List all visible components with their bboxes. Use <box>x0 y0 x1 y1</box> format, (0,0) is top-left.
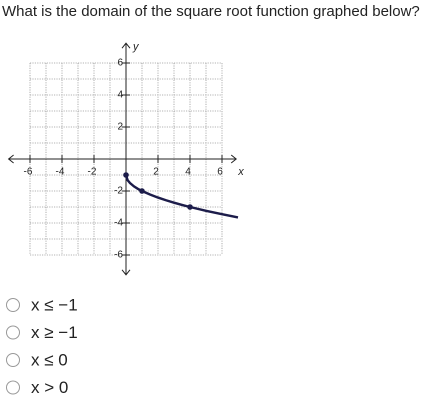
arrow <box>7 154 14 164</box>
option-label[interactable]: x > 0 <box>31 378 68 396</box>
x-tick-label: 6 <box>217 167 223 178</box>
x-axis-label: x <box>237 166 244 178</box>
point <box>139 188 145 194</box>
arrow <box>230 154 238 164</box>
y-tick-label: -4 <box>114 218 123 229</box>
y-tick-label: 2 <box>117 122 123 133</box>
arrow <box>121 42 131 49</box>
x-tick-label: 4 <box>185 167 191 178</box>
radio-button[interactable] <box>6 380 20 395</box>
y-tick-label: 6 <box>117 58 123 69</box>
question: What is the domain of the square root fu… <box>2 3 420 20</box>
option-label[interactable]: x ≥ −1 <box>31 323 78 342</box>
graph: x y -6 -4 -2 2 4 6 6 4 2 -2 -4 -6 <box>7 41 244 276</box>
y-tick-label: 4 <box>117 90 123 101</box>
radio-button[interactable] <box>6 325 20 340</box>
option-label[interactable]: x ≤ −1 <box>31 295 78 314</box>
y-tick-label: -6 <box>114 250 123 261</box>
x-tick-label: -4 <box>56 167 65 178</box>
radio-button[interactable] <box>6 353 20 367</box>
arrow <box>121 269 131 276</box>
point <box>187 204 193 210</box>
x-tick-label: -2 <box>88 167 97 178</box>
point <box>123 172 129 178</box>
x-tick-label: -6 <box>24 167 33 178</box>
options: x ≤ −1 x ≥ −1 x ≤ 0 x > 0 <box>6 295 78 396</box>
radio-button[interactable] <box>6 298 20 312</box>
y-tick-label: -2 <box>114 186 123 197</box>
x-tick-label: 2 <box>153 167 159 178</box>
curve <box>124 174 239 219</box>
y-axis-label: y <box>132 41 140 53</box>
option-label[interactable]: x ≤ 0 <box>31 350 68 369</box>
